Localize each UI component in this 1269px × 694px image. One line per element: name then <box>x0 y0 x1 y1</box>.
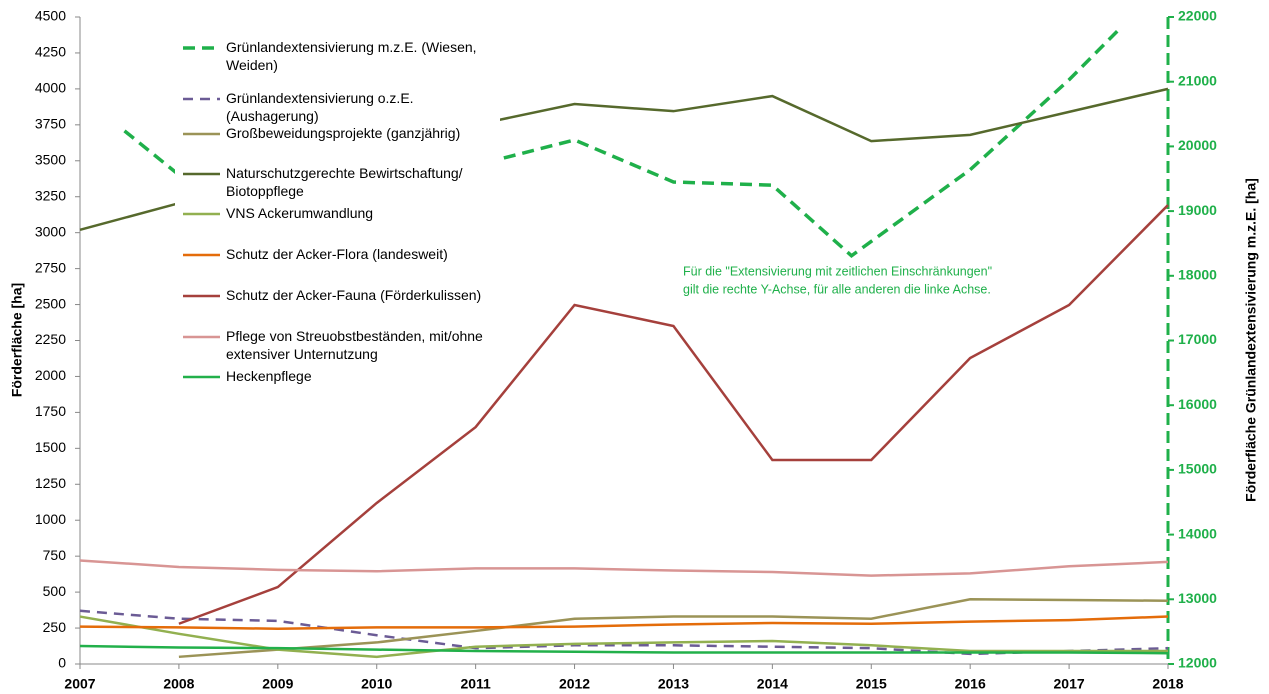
y2-tick-label: 16000 <box>1178 396 1217 412</box>
x-tick-label: 2012 <box>559 676 590 692</box>
y-tick-label: 3500 <box>35 151 66 167</box>
y-tick-label: 750 <box>43 547 67 563</box>
x-tick-label: 2018 <box>1152 676 1183 692</box>
y-tick-label: 1500 <box>35 439 66 455</box>
y-tick-label: 1750 <box>35 403 66 419</box>
legend-label: Grünlandextensivierung m.z.E. (Wiesen, W… <box>226 39 477 73</box>
x-tick-label: 2016 <box>955 676 986 692</box>
y-tick-label: 500 <box>43 583 67 599</box>
series-line <box>79 644 1169 655</box>
legend-entry: VNS Ackerumwandlung <box>226 205 374 221</box>
y-tick-label: 0 <box>58 655 66 671</box>
y2-tick-label: 20000 <box>1178 137 1217 153</box>
legend-entry: Schutz der Acker-Flora (landesweit) <box>226 246 448 262</box>
x-tick-label: 2008 <box>163 676 194 692</box>
legend-entry: Großbeweidungsprojekte (ganzjährig) <box>226 125 461 141</box>
legend-entry: Naturschutzgerechte Bewirtschaftung/ Bio… <box>226 165 463 199</box>
y2-tick-label: 14000 <box>1178 525 1217 541</box>
x-tick-label: 2015 <box>856 676 887 692</box>
y-axis-label: Förderfläche [ha] <box>9 283 25 397</box>
legend-label: Schutz der Acker-Flora (landesweit) <box>226 246 448 262</box>
legend-entry: Heckenpflege <box>226 368 312 384</box>
legend-label: Grünlandextensivierung o.z.E. (Aushageru… <box>226 90 414 124</box>
x-tick-label: 2014 <box>757 676 788 692</box>
x-tick-label: 2007 <box>64 676 95 692</box>
legend-entry: Schutz der Acker-Fauna (Förderkulissen) <box>226 287 482 303</box>
y2-tick-label: 22000 <box>1178 8 1217 24</box>
annotation-box <box>674 258 1060 302</box>
y-tick-label: 3000 <box>35 223 66 239</box>
legend-label: Schutz der Acker-Fauna (Förderkulissen) <box>226 287 482 303</box>
y-tick-label: 4250 <box>35 44 66 60</box>
y-tick-label: 3250 <box>35 187 66 203</box>
annotation: gilt die rechte Y-Achse, für alle andere… <box>683 282 991 296</box>
x-tick-label: 2017 <box>1054 676 1085 692</box>
legend-entry: Grünlandextensivierung o.z.E. (Aushageru… <box>226 90 414 124</box>
y2-axis-label: Förderfläche Grünlandextensivierung m.z.… <box>1243 178 1259 502</box>
legend-box <box>175 38 500 394</box>
y-tick-label: 3750 <box>35 116 66 132</box>
legend-entry: Grünlandextensivierung m.z.E. (Wiesen, W… <box>226 39 477 73</box>
y2-tick-label: 18000 <box>1178 267 1217 283</box>
y2-tick-label: 12000 <box>1178 655 1217 671</box>
legend-label: Großbeweidungsprojekte (ganzjährig) <box>226 125 461 141</box>
legend-label: VNS Ackerumwandlung <box>226 205 374 221</box>
legend-label: Pflege von Streuobstbeständen, mit/ohne … <box>226 328 483 362</box>
x-tick-label: 2013 <box>658 676 689 692</box>
y-tick-label: 2000 <box>35 367 66 383</box>
y-tick-label: 2500 <box>35 295 66 311</box>
x-tick-label: 2009 <box>262 676 293 692</box>
y-tick-label: 1250 <box>35 475 66 491</box>
y2-tick-label: 13000 <box>1178 590 1217 606</box>
y2-tick-label: 17000 <box>1178 331 1217 347</box>
y-tick-label: 2750 <box>35 259 66 275</box>
y2-tick-label: 15000 <box>1178 461 1217 477</box>
y-tick-label: 2250 <box>35 331 66 347</box>
legend-label: Naturschutzgerechte Bewirtschaftung/ Bio… <box>226 165 463 199</box>
series-line <box>178 204 1169 625</box>
x-tick-label: 2010 <box>361 676 392 692</box>
legend-label: Heckenpflege <box>226 368 312 384</box>
y2-tick-label: 19000 <box>1178 202 1217 218</box>
annotation: Für die "Extensivierung mit zeitlichen E… <box>683 264 992 278</box>
legend-entry: Pflege von Streuobstbeständen, mit/ohne … <box>226 328 483 362</box>
legend: Grünlandextensivierung m.z.E. (Wiesen, W… <box>175 38 500 394</box>
y2-tick-label: 21000 <box>1178 72 1217 88</box>
y-tick-label: 4000 <box>35 80 66 96</box>
series-line <box>178 598 1169 659</box>
y-tick-label: 4500 <box>35 8 66 24</box>
series-line <box>79 615 1169 631</box>
series-line <box>79 559 1169 577</box>
y-tick-label: 250 <box>43 619 67 635</box>
y-tick-label: 1000 <box>35 511 66 527</box>
x-tick-label: 2011 <box>460 676 491 692</box>
series-line <box>79 615 1168 659</box>
